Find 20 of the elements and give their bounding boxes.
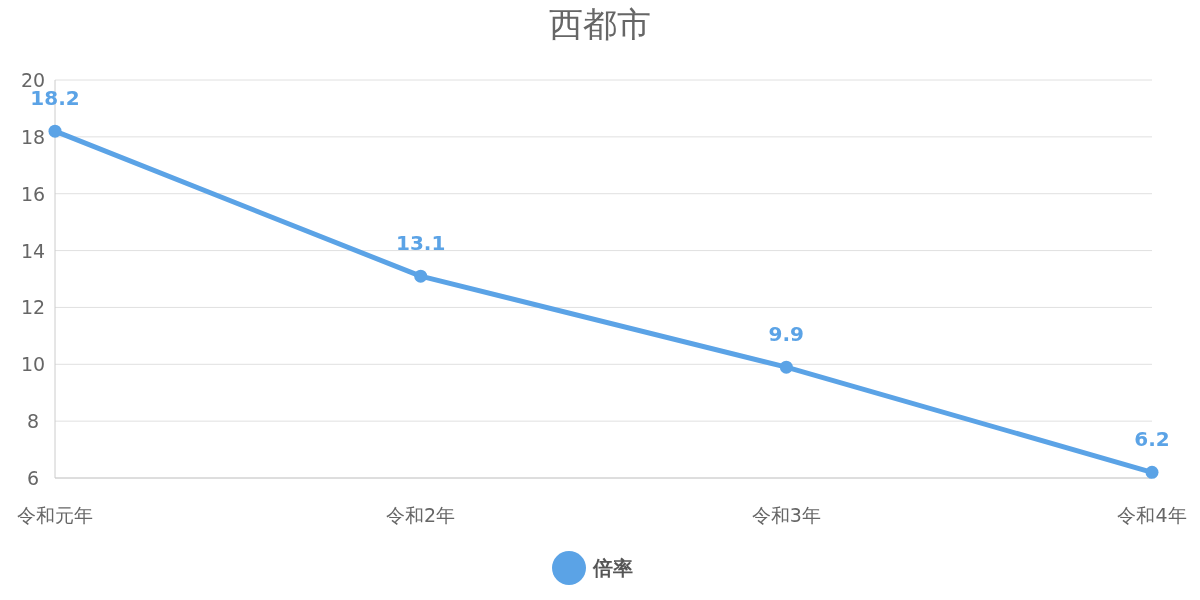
point (414, 269, 428, 283)
data-label: 9.9 (768, 322, 805, 347)
y-tick-label: 14 (20, 239, 46, 262)
x-tick-label: 令和4年 (1117, 504, 1187, 526)
data-label: 13.1 (395, 231, 446, 256)
x-tick-label: 令和元年 (17, 504, 93, 526)
y-tick-label: 8 (26, 410, 40, 433)
y-tick-label: 16 (20, 182, 46, 205)
y-tick-label: 12 (20, 296, 46, 319)
x-tick-label: 令和2年 (386, 504, 456, 526)
y-tick-label: 18 (20, 125, 46, 148)
data-label: 6.2 (1134, 427, 1170, 452)
point (779, 360, 793, 374)
legend-label: 倍率 (592, 556, 633, 580)
y-tick-label: 10 (20, 353, 46, 376)
point (48, 124, 62, 138)
chart-title: 西都市 (549, 4, 651, 44)
x-tick-label: 令和3年 (751, 504, 821, 526)
point (1145, 465, 1159, 479)
y-tick-label: 6 (26, 467, 40, 489)
